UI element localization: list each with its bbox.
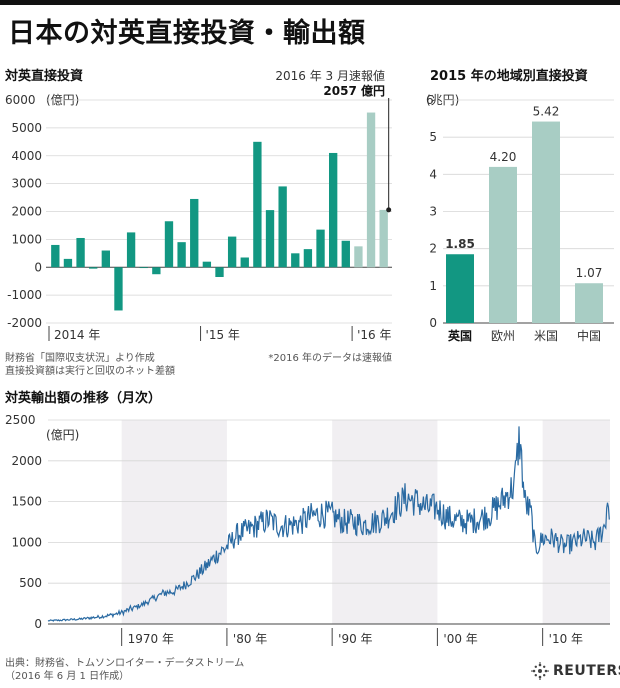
exports-ytick-label: 1500 [11,495,42,509]
fdi-uk-bar [316,229,325,268]
regional-fdi-category-label: 英国 [448,328,472,343]
brand-name: REUTERS [553,663,620,679]
regional-fdi-ytick-label: 6 [426,93,434,107]
fdi-uk-annotation-dot [386,207,392,213]
regional-fdi-chart: 2015 年の地域別直接投資 (兆円) 1.85 4.20 5.42 1.07 5 4 3… [426,68,614,343]
exports-series-line [47,426,610,622]
fdi-uk-xtick-label: 2014 年 [54,328,100,342]
regional-fdi-bar [446,254,474,323]
exports-uk-unit: (億円) [46,428,79,442]
source-note: 出典：財務省、トムソンロイター・データストリーム （2016 年 6 月 1 日… [5,657,244,683]
fdi-uk-bar [152,267,161,275]
fdi-uk-bar [253,141,262,268]
regional-fdi-category-label: 中国 [577,328,601,343]
reuters-dot-logo-icon [531,662,549,680]
fdi-uk-ytick-label: 1000 [11,232,42,246]
fdi-uk-xtick-label: '16 年 [357,328,391,342]
fdi-uk-bar [63,258,73,268]
fdi-uk-bar [240,257,249,268]
fdi-uk-bar [177,242,186,268]
fdi-uk-ytick-label: 0 [34,260,42,274]
fdi-uk-bar [341,240,350,268]
fdi-uk-bar [303,249,313,268]
regional-fdi-ytick-label: 1 [429,279,437,293]
fdi-uk-chart: 対英直接投資 (億円) 500040003000200010000-1000-2… [4,68,392,377]
exports-decade-band [121,420,227,624]
fdi-uk-bar [51,244,60,268]
regional-fdi-title: 2015 年の地域別直接投資 [430,68,588,84]
regional-fdi-bar [532,121,560,323]
exports-xtick-label: '80 年 [233,632,267,646]
fdi-uk-bar [89,267,98,269]
fdi-uk-xtick-label: '15 年 [206,328,240,342]
regional-fdi-ytick-label: 2 [429,242,437,256]
regional-fdi-ytick-label: 3 [429,205,437,219]
regional-fdi-ytick-label: 0 [429,316,437,330]
exports-ytick-label: 500 [19,576,42,590]
fdi-uk-note-desc: 直接投資額は実行と回収のネット差額 [5,364,175,377]
source-line-2: （2016 年 6 月 1 日作成） [5,671,130,682]
regional-fdi-category-label: 欧州 [491,329,515,343]
fdi-uk-bar [164,221,174,268]
fdi-uk-ytick-label: -1000 [7,288,42,302]
fdi-uk-ytick-label: -2000 [7,316,42,330]
regional-fdi-unit: (兆円) [426,93,459,107]
exports-ytick-label: 1000 [11,535,42,549]
fdi-uk-ytick-label: 5000 [11,121,42,135]
regional-fdi-ytick-label: 5 [429,130,437,144]
reuters-logo: REUTERS [531,662,620,680]
fdi-uk-annotation-label: 2016 年 3 月速報値 [275,68,385,83]
fdi-uk-bar [227,236,237,268]
regional-fdi-bar [575,283,603,323]
exports-ytick-label: 2000 [11,454,42,468]
exports-xtick-label: 1970 年 [128,632,174,646]
fdi-uk-bar [101,250,111,268]
page-title: 日本の対英直接投資・輸出額 [8,18,366,49]
fdi-uk-bar [126,232,136,268]
fdi-uk-bar [139,267,148,269]
fdi-uk-annotation-value: 2057 億円 [323,83,385,98]
exports-xtick-label: '90 年 [338,632,372,646]
regional-fdi-bar [489,166,517,323]
regional-fdi-value-label: 1.85 [445,237,475,251]
exports-uk-title: 対英輸出額の推移（月次） [4,390,161,406]
fdi-uk-ytick-label: 3000 [11,177,42,191]
source-line-1: 出典：財務省、トムソンロイター・データストリーム [5,658,245,669]
fdi-uk-ytick-label: 6000 [5,93,36,107]
fdi-uk-bar [291,253,300,268]
fdi-uk-bar [202,261,212,268]
exports-decade-band [542,420,610,624]
fdi-uk-bar [190,198,199,268]
regional-fdi-value-label: 5.42 [533,105,560,119]
fdi-uk-bar [76,237,85,268]
fdi-uk-bar [215,267,224,278]
fdi-uk-bar [328,152,338,268]
regional-fdi-value-label: 4.20 [490,150,517,164]
fdi-uk-note-star: *2016 年のデータは速報値 [268,351,392,364]
fdi-uk-ytick-label: 4000 [11,149,42,163]
fdi-uk-title: 対英直接投資 [4,68,83,84]
regional-fdi-category-label: 米国 [534,329,558,343]
fdi-uk-note-source: 財務省「国際収支状況」より作成 [5,351,155,364]
fdi-uk-bar [278,186,287,268]
exports-ytick-label: 0 [34,617,42,631]
fdi-uk-bar [366,112,376,268]
fdi-uk-bar [379,209,388,268]
top-bar [0,0,620,5]
fdi-uk-bar [265,210,275,268]
fdi-uk-ytick-label: 2000 [11,205,42,219]
exports-ytick-label: 2500 [5,413,36,427]
fdi-uk-bar [114,267,123,311]
exports-xtick-label: '10 年 [549,632,583,646]
exports-uk-chart: 対英輸出額の推移（月次） (億円) 2000 1500 1000 500 0 2500 1… [4,390,610,646]
fdi-uk-bar [354,246,363,268]
regional-fdi-ytick-label: 4 [429,167,437,181]
regional-fdi-value-label: 1.07 [576,266,603,280]
exports-xtick-label: '00 年 [443,632,477,646]
